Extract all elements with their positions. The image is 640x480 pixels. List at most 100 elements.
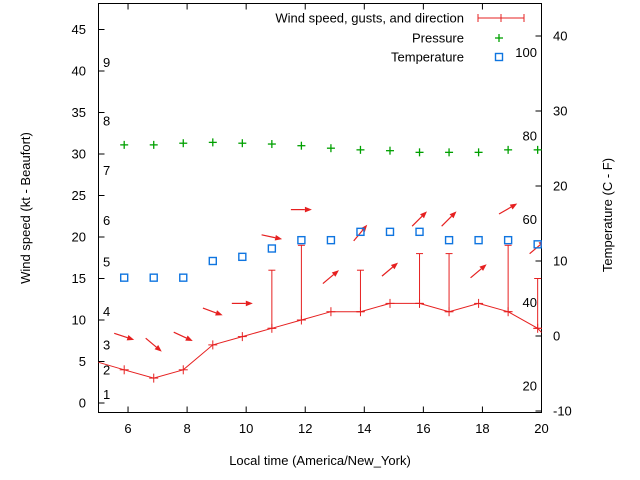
arrow-head bbox=[245, 300, 253, 307]
beaufort-scale-label: 8 bbox=[103, 113, 110, 128]
y-right-tick-label: 0 bbox=[553, 329, 560, 344]
gust-bar bbox=[268, 269, 276, 329]
wind-point-marker bbox=[474, 298, 484, 308]
arrow-head bbox=[331, 270, 339, 277]
wind-direction-arrow bbox=[529, 241, 542, 255]
temperature-point bbox=[533, 240, 542, 249]
temperature-point bbox=[267, 244, 277, 253]
legend-sample-pressure-icon bbox=[495, 34, 503, 42]
fahrenheit-scale-label: 20 bbox=[523, 379, 537, 394]
beaufort-scale-label: 3 bbox=[103, 337, 110, 352]
temperature-point bbox=[503, 235, 513, 245]
wind-point-marker bbox=[326, 307, 336, 317]
pressure-point bbox=[385, 146, 394, 155]
wind-point-marker bbox=[178, 365, 188, 375]
arrow-shaft bbox=[145, 337, 157, 348]
legend-label-plus: Pressure bbox=[412, 31, 464, 46]
temperature-point bbox=[385, 227, 395, 237]
pressure-point bbox=[149, 140, 158, 149]
arrow-shaft bbox=[114, 332, 128, 339]
temperature-point bbox=[238, 252, 247, 262]
x-tick-label: 10 bbox=[239, 421, 253, 436]
arrow-head bbox=[274, 234, 283, 241]
y-left-tick-label: 40 bbox=[72, 64, 86, 79]
pressure-point bbox=[445, 148, 454, 157]
wind-point-marker bbox=[444, 307, 454, 317]
pressure-point bbox=[120, 140, 129, 149]
arrow-head bbox=[420, 211, 427, 219]
pressure-point bbox=[504, 145, 513, 154]
pressure-point bbox=[297, 141, 306, 150]
x-tick-label: 20 bbox=[534, 421, 548, 436]
temperature-point bbox=[444, 235, 454, 245]
pressure-point bbox=[326, 144, 335, 153]
arrow-shaft bbox=[322, 274, 334, 285]
y-left-tick-label: 5 bbox=[79, 354, 86, 369]
beaufort-scale-label: 2 bbox=[103, 362, 110, 377]
x-tick-label: 14 bbox=[357, 421, 371, 436]
legend-label-square: Temperature bbox=[391, 50, 464, 65]
y-left-tick-label: 35 bbox=[72, 105, 86, 120]
wind-point-marker bbox=[355, 307, 365, 317]
gust-bar bbox=[445, 253, 453, 313]
legend bbox=[477, 14, 525, 62]
wind-speed-line bbox=[98, 302, 542, 379]
wind-point-marker bbox=[385, 298, 395, 308]
beaufort-scale-label: 9 bbox=[103, 55, 110, 70]
pressure-point bbox=[533, 145, 542, 154]
pressure-point bbox=[415, 148, 424, 157]
beaufort-scale-label: 7 bbox=[103, 163, 110, 178]
fahrenheit-scale-label: 100 bbox=[515, 45, 537, 60]
wind-direction-arrow bbox=[290, 206, 312, 213]
arrow-shaft bbox=[261, 234, 276, 239]
gust-bar bbox=[297, 244, 305, 321]
y-right-tick-label: 30 bbox=[553, 104, 567, 119]
wind-direction-arrow bbox=[261, 234, 283, 241]
arrow-shaft bbox=[381, 266, 394, 277]
fahrenheit-scale-label: 40 bbox=[523, 295, 537, 310]
wind-point-marker bbox=[415, 298, 425, 308]
wind-direction-arrow bbox=[381, 262, 399, 277]
wind-point-marker bbox=[237, 332, 247, 342]
y-left-tick-label: 0 bbox=[79, 396, 86, 411]
wind-point-marker bbox=[208, 340, 218, 350]
arrow-shaft bbox=[202, 307, 217, 314]
x-tick-label: 8 bbox=[183, 421, 190, 436]
y-left-tick-label: 10 bbox=[72, 313, 86, 328]
arrow-shaft bbox=[529, 244, 541, 255]
pressure-point bbox=[356, 145, 365, 154]
beaufort-scale-label: 1 bbox=[103, 387, 110, 402]
temperature-point bbox=[119, 273, 129, 282]
arrow-shaft bbox=[173, 331, 187, 339]
x-tick-label: 6 bbox=[124, 421, 131, 436]
arrow-head bbox=[215, 310, 223, 316]
temperature-point bbox=[208, 256, 217, 266]
y-left-tick-label: 15 bbox=[72, 271, 86, 286]
arrow-shaft bbox=[441, 215, 452, 227]
x-tick-label: 12 bbox=[298, 421, 312, 436]
temperature-point bbox=[356, 227, 365, 237]
wind-direction-arrow bbox=[231, 300, 253, 307]
wind-point-marker bbox=[267, 323, 277, 333]
wind-direction-arrow bbox=[322, 270, 339, 285]
series-layer bbox=[98, 138, 542, 383]
temperature-point bbox=[415, 227, 424, 237]
pressure-point bbox=[208, 138, 217, 147]
y-left-tick-label: 20 bbox=[72, 230, 86, 245]
x-tick-label: 18 bbox=[475, 421, 489, 436]
gust-bar bbox=[504, 244, 512, 313]
y-right-tick-label: 10 bbox=[553, 254, 567, 269]
y-right-tick-label: 20 bbox=[553, 179, 567, 194]
fahrenheit-scale-label: 80 bbox=[523, 129, 537, 144]
legend-label-errorbar: Wind speed, gusts, and direction bbox=[275, 11, 464, 26]
arrow-head bbox=[509, 203, 518, 210]
arrow-head bbox=[479, 264, 487, 271]
wind-direction-arrow bbox=[411, 211, 427, 227]
wind-direction-arrow bbox=[202, 307, 223, 316]
y-right-tick-label: -10 bbox=[553, 404, 572, 419]
gust-bar bbox=[356, 269, 364, 313]
wind-point-marker bbox=[533, 323, 542, 333]
arrow-head bbox=[126, 335, 135, 341]
